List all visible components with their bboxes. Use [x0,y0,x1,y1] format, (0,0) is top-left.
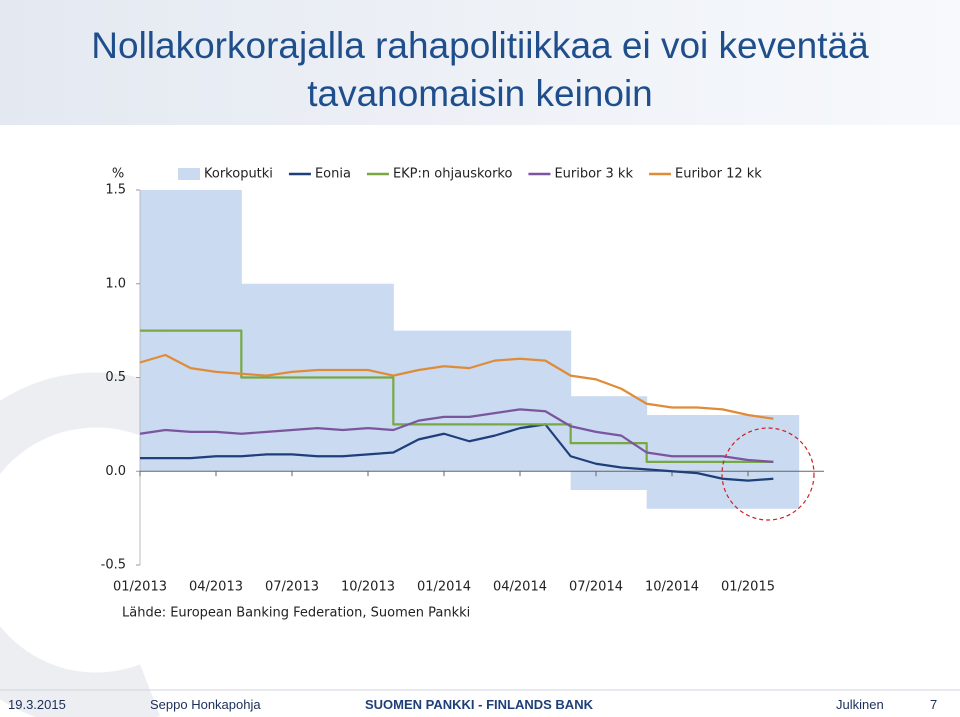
legend-label: Korkoputki [204,167,273,182]
corridor-band [520,330,546,472]
x-tick-label: 07/2014 [569,580,623,595]
x-tick-label: 10/2013 [341,580,395,595]
y-tick-label: 1.0 [105,276,126,291]
x-tick-label: 01/2013 [113,580,167,595]
y-tick-label: 1.5 [105,183,126,198]
x-tick-label: 01/2015 [721,580,775,595]
header-band [0,0,960,125]
x-tick-label: 04/2014 [493,580,547,595]
series-line [140,329,774,463]
source-note: Lähde: European Banking Federation, Suom… [122,606,470,621]
slide-title: Nollakorkorajalla rahapolitiikkaa ei voi… [91,25,869,114]
legend-label: Euribor 12 kk [675,167,762,182]
footer-classification: Julkinen [836,697,884,712]
y-axis-unit: % [112,167,124,182]
footer-date: 19.3.2015 [8,697,66,712]
y-tick-label: 0.0 [105,464,126,479]
legend-label: EKP:n ohjauskorko [393,167,513,182]
corridor-band [418,330,445,472]
corridor-band [494,330,521,472]
legend-swatch [178,168,200,180]
x-tick-label: 07/2013 [265,580,319,595]
euro-watermark [0,372,160,717]
footer-page: 7 [930,697,938,712]
footer-author: Seppo Honkapohja [150,697,261,712]
series-line [139,408,774,463]
legend-item: Eonia [288,167,351,182]
legend-item: Euribor 12 kk [649,167,762,182]
legend-label: Eonia [315,167,351,182]
y-tick-label: -0.5 [101,558,126,573]
legend-label: Euribor 3 kk [554,167,633,182]
corridor-band [773,415,800,509]
footer-organization: SUOMEN PANKKI - FINLANDS BANK [365,697,593,712]
series-line [139,353,774,420]
legend-item: EKP:n ohjauskorko [366,167,513,182]
series-line [140,423,774,482]
corridor-band [469,330,496,472]
y-tick-label: 0.5 [105,370,126,385]
x-tick-label: 10/2014 [645,580,699,595]
corridor-band [393,330,420,472]
corridor-band [444,330,470,472]
legend-item: Korkoputki [178,167,273,182]
x-tick-label: 04/2013 [189,580,243,595]
legend-item: Euribor 3 kk [528,167,633,182]
corridor-band [545,330,572,472]
plot-area: 1.5 1.0 0.5 0.0 -0.5 01/2013 04/2013 07/2013 10/… [101,167,824,595]
highlight-circle [721,427,815,521]
x-tick-label: 01/2014 [417,580,471,595]
